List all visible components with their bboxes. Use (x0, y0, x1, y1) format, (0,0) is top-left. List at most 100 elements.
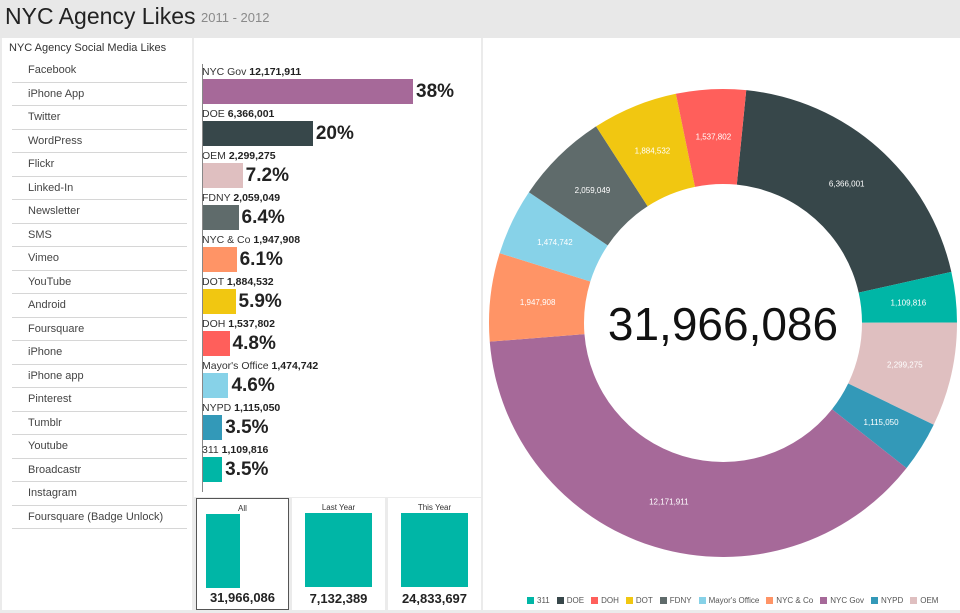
bar-label: 311 1,109,816 (202, 444, 268, 456)
platform-item[interactable]: SMS (12, 224, 187, 247)
platform-list: Facebook iPhone App Twitter WordPress Flickr… (12, 59, 187, 529)
slice-label: 1,537,802 (696, 133, 732, 142)
donut-slice[interactable] (858, 271, 957, 323)
period-tile[interactable]: Last Year 7,132,389 (292, 498, 385, 610)
legend-swatch (766, 596, 774, 604)
legend-item[interactable]: DOH (591, 596, 619, 605)
bar-label: Mayor's Office 1,474,742 (202, 360, 318, 372)
agency-value: 1,109,816 (221, 444, 269, 456)
donut-chart: 6,366,001 1,109,816 2,299,275 1,115,050 12,1… (489, 89, 957, 558)
bar[interactable] (203, 331, 230, 356)
platform-item[interactable]: Pinterest (12, 388, 187, 412)
legend-item[interactable]: DOE (556, 596, 584, 605)
platform-item[interactable]: iPhone app (12, 365, 187, 388)
platform-item[interactable]: Newsletter (12, 200, 187, 224)
bar[interactable] (203, 415, 223, 440)
legend-item[interactable]: 311 (527, 596, 550, 605)
bar-row[interactable]: NYC & Co 1,947,908 6.1% (202, 234, 477, 276)
bar[interactable] (203, 289, 236, 314)
period-value: 24,833,697 (401, 591, 468, 606)
donut-legend: 311 DOE DOH DOT FDNY Mayor's Office NYC & Co NY… (527, 593, 945, 607)
period-tile[interactable]: All 31,966,086 (196, 498, 289, 610)
platform-item[interactable]: Broadcastr (12, 459, 187, 482)
legend-item[interactable]: OEM (910, 596, 938, 605)
bar[interactable] (203, 163, 243, 188)
slice-label: 1,474,742 (537, 238, 573, 247)
bar-row[interactable]: FDNY 2,059,049 6.4% (202, 192, 477, 234)
legend-label: DOH (601, 595, 619, 605)
period-tile[interactable]: This Year 24,833,697 (388, 498, 481, 610)
donut-slice[interactable] (596, 93, 696, 207)
platform-item[interactable]: Youtube (12, 435, 187, 459)
bar-percent: 5.9% (238, 291, 282, 312)
legend-item[interactable]: FDNY (659, 596, 692, 605)
legend-item[interactable]: NYPD (871, 596, 903, 605)
platform-item[interactable]: Foursquare (12, 318, 187, 341)
agency-name: NYC Gov (202, 66, 247, 78)
platform-item[interactable]: iPhone (12, 341, 187, 365)
legend-swatch (591, 596, 599, 604)
agency-name: DOE (202, 108, 225, 120)
platform-item[interactable]: iPhone App (12, 83, 187, 106)
bar-row[interactable]: 311 1,109,816 3.5% (202, 444, 477, 486)
platform-item[interactable]: Tumblr (12, 412, 187, 435)
bar-row[interactable]: NYPD 1,115,050 3.5% (202, 402, 477, 444)
legend-item[interactable]: NYC & Co (766, 596, 813, 605)
platform-item[interactable]: YouTube (12, 271, 187, 294)
date-range: 2011 - 2012 (201, 10, 270, 25)
bar-percent: 4.6% (231, 375, 275, 396)
platform-item[interactable]: Vimeo (12, 247, 187, 271)
period-label: All (238, 504, 247, 513)
platform-item[interactable]: Instagram (12, 482, 187, 506)
agency-value: 12,171,911 (249, 66, 302, 78)
donut-slice[interactable] (736, 90, 952, 293)
slice-label: 12,171,911 (649, 497, 689, 506)
bar[interactable] (203, 247, 237, 272)
bar[interactable] (203, 79, 413, 104)
bar-percent: 3.5% (225, 417, 269, 438)
agency-value: 6,366,001 (227, 108, 275, 120)
bar-row[interactable]: Mayor's Office 1,474,742 4.6% (202, 360, 477, 402)
donut-slice[interactable] (848, 322, 957, 425)
bar-row[interactable]: NYC Gov 12,171,911 38% (202, 66, 477, 108)
legend-item[interactable]: DOT (625, 596, 653, 605)
slice-label: 2,299,275 (887, 360, 923, 369)
bar[interactable] (203, 121, 313, 146)
bar-label: NYC Gov 12,171,911 (202, 66, 301, 78)
bar-row[interactable]: DOE 6,366,001 20% (202, 108, 477, 150)
legend-swatch (625, 596, 633, 604)
period-bar (401, 513, 468, 587)
bar[interactable] (203, 205, 239, 230)
platform-item[interactable]: Linked-In (12, 177, 187, 200)
legend-label: 311 (537, 595, 550, 605)
platform-item[interactable]: Flickr (12, 153, 187, 177)
donut-slice[interactable] (528, 126, 648, 246)
bar[interactable] (203, 373, 229, 398)
legend-item[interactable]: NYC Gov (820, 596, 864, 605)
bar-row[interactable]: DOH 1,537,802 4.8% (202, 318, 477, 360)
legend-item[interactable]: Mayor's Office (698, 596, 759, 605)
donut-slice[interactable] (499, 192, 608, 282)
legend-swatch (556, 596, 564, 604)
donut-slice[interactable] (489, 334, 907, 558)
platform-item[interactable]: Facebook (12, 59, 187, 83)
platform-item[interactable]: Android (12, 294, 187, 318)
platform-item[interactable]: WordPress (12, 130, 187, 153)
platform-filter-panel: NYC Agency Social Media Likes Facebook iP… (2, 38, 192, 610)
bar[interactable] (203, 457, 223, 482)
agency-value: 1,115,050 (234, 402, 281, 414)
donut-slice[interactable] (489, 253, 591, 342)
platform-item[interactable]: Twitter (12, 106, 187, 130)
donut-slice[interactable] (675, 89, 747, 187)
bar-row[interactable]: OEM 2,299,275 7.2% (202, 150, 477, 192)
donut-slice[interactable] (832, 383, 934, 469)
bar-axis-line (202, 64, 203, 492)
platform-item[interactable]: Foursquare (Badge Unlock) (12, 506, 187, 529)
bar-row[interactable]: DOT 1,884,532 5.9% (202, 276, 477, 318)
slice-label: 1,947,908 (520, 298, 556, 307)
agency-name: NYPD (202, 402, 232, 414)
bar-label: DOT 1,884,532 (202, 276, 274, 288)
period-bar (305, 513, 372, 587)
agency-value: 1,947,908 (253, 234, 301, 246)
bar-percent: 4.8% (232, 333, 276, 354)
